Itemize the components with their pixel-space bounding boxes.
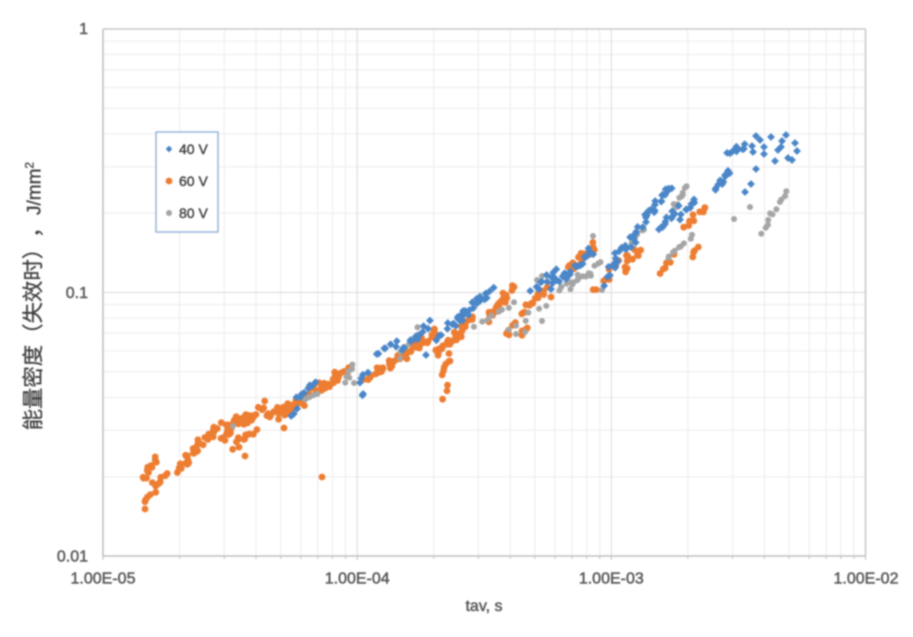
svg-text:J/mm2: J/mm2: [23, 162, 46, 215]
svg-text:tav, s: tav, s: [465, 598, 502, 615]
svg-text:0.1: 0.1: [66, 285, 88, 302]
svg-text:80 V: 80 V: [179, 205, 208, 221]
svg-text:1.00E-03: 1.00E-03: [579, 571, 644, 588]
svg-text:1.00E-02: 1.00E-02: [834, 571, 899, 588]
svg-text:1: 1: [79, 21, 88, 38]
svg-text:60 V: 60 V: [179, 173, 208, 189]
svg-text:0.01: 0.01: [57, 549, 88, 566]
svg-text:1.00E-05: 1.00E-05: [71, 571, 136, 588]
svg-text:1.00E-04: 1.00E-04: [325, 571, 390, 588]
svg-text:40 V: 40 V: [179, 141, 208, 157]
